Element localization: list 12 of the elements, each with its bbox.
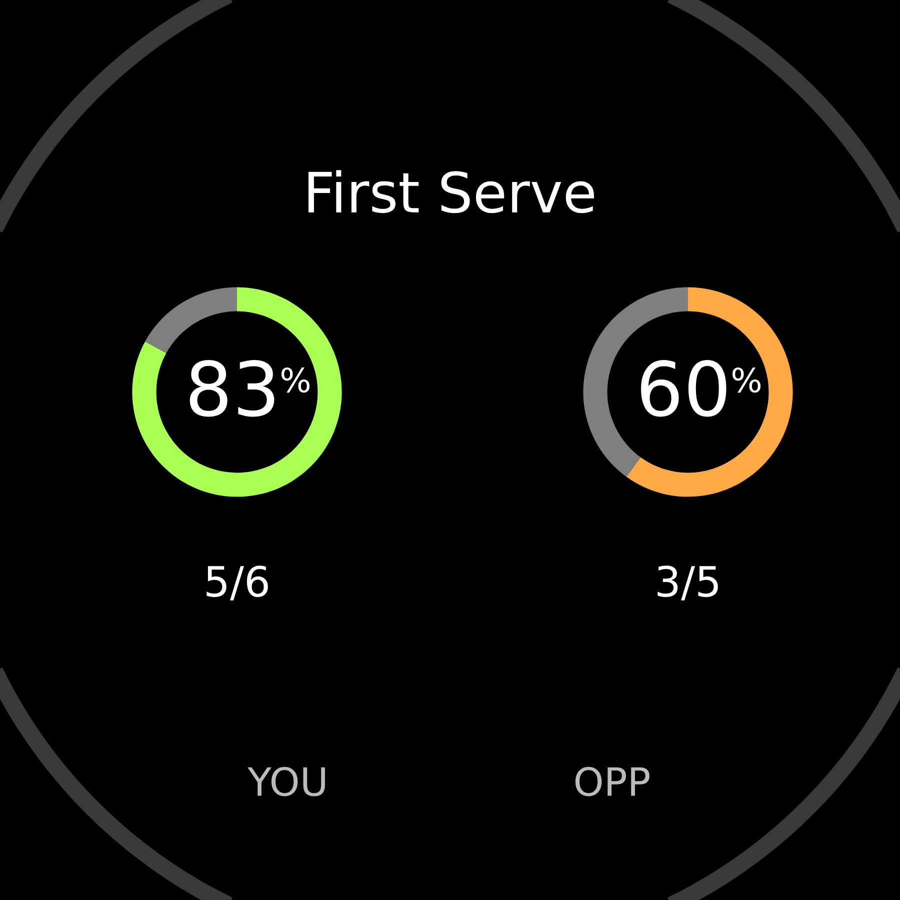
donut-slice — [626, 287, 793, 497]
donut-slice — [132, 287, 342, 497]
text: 5/6 — [206, 566, 268, 600]
text: % — [282, 367, 310, 393]
text: 60 — [641, 360, 726, 417]
text: OPP — [575, 766, 650, 796]
text: 83 — [190, 360, 274, 417]
text: 3/5 — [658, 566, 718, 600]
text: First Serve — [308, 170, 594, 214]
text: % — [732, 367, 760, 393]
donut-slice — [145, 287, 237, 354]
text: YOU — [248, 766, 325, 796]
